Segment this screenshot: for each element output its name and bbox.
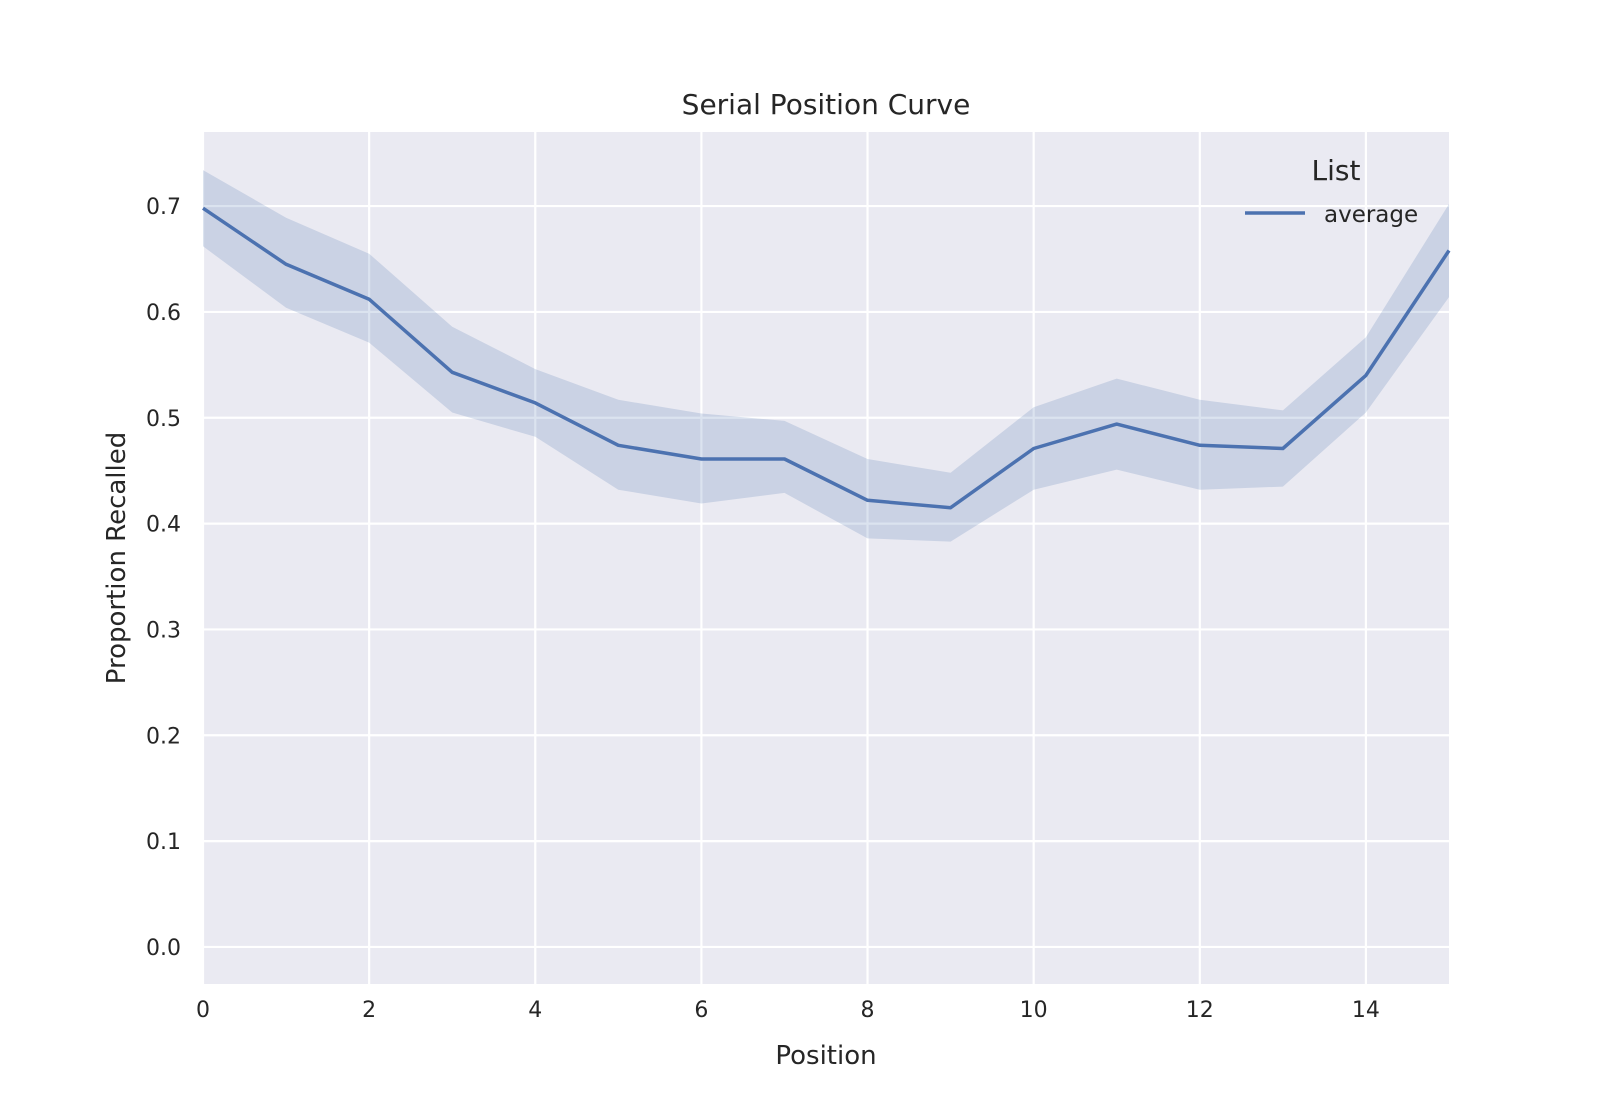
y-tick-label: 0.6 [146, 301, 181, 326]
y-tick-labels: 0.0 0.1 0.2 0.3 0.4 0.5 0.6 0.7 [146, 195, 181, 961]
chart-title: Serial Position Curve [682, 88, 971, 121]
y-tick-label: 0.2 [146, 724, 181, 749]
y-tick-label: 0.3 [146, 618, 181, 643]
x-tick-label: 4 [528, 998, 542, 1023]
y-tick-label: 0.4 [146, 513, 181, 538]
y-axis-title: Proportion Recalled [102, 432, 132, 684]
x-tick-label: 10 [1020, 998, 1048, 1023]
legend: List average [1245, 154, 1418, 228]
legend-label-average: average [1324, 202, 1418, 228]
x-tick-label: 0 [196, 998, 210, 1023]
x-axis-title: Position [775, 1041, 876, 1071]
y-tick-label: 0.0 [146, 936, 181, 961]
x-tick-label: 8 [861, 998, 875, 1023]
confidence-band-average [203, 170, 1449, 542]
y-tick-label: 0.5 [146, 407, 181, 432]
series-line-average [202, 206, 1451, 510]
x-tick-labels: 0 2 4 6 8 10 12 14 [196, 998, 1380, 1023]
plot-area [203, 132, 1449, 984]
y-tick-label: 0.1 [146, 830, 181, 855]
legend-title: List [1312, 154, 1361, 187]
x-tick-label: 12 [1186, 998, 1214, 1023]
x-tick-label: 14 [1352, 998, 1380, 1023]
x-gridlines [201, 132, 1368, 984]
y-tick-label: 0.7 [146, 195, 181, 220]
x-tick-label: 6 [694, 998, 708, 1023]
y-gridlines [203, 204, 1449, 949]
x-tick-label: 2 [362, 998, 376, 1023]
